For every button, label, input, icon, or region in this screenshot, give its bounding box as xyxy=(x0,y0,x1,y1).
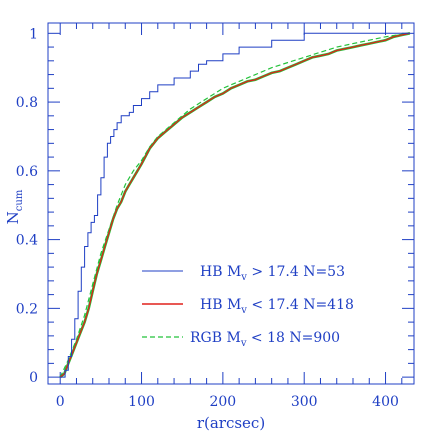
legend: HB Mv > 17.4 N=53 HB Mv < 17.4 N=418 RGB M… xyxy=(142,264,354,349)
svg-text:Ncum: Ncum xyxy=(4,189,25,224)
plot-lines xyxy=(59,32,411,379)
legend-label: HB Mv < 17.4 N=418 xyxy=(200,297,354,316)
y-tick-label: 1 xyxy=(29,26,38,42)
axis-ticks xyxy=(48,23,414,384)
x-tick-label: 0 xyxy=(56,394,65,410)
y-axis-label-main: N xyxy=(4,211,22,224)
y-tick-label: 0.2 xyxy=(16,301,38,317)
legend-label: RGB Mv < 18 N=900 xyxy=(190,330,340,349)
y-axis-label: Ncum xyxy=(4,189,25,224)
y-tick-label: 0.6 xyxy=(16,164,38,180)
y-axis-label-sub: cum xyxy=(14,189,25,211)
x-axis-label: r(arcsec) xyxy=(197,414,265,432)
series-line-hb-faint-underlay xyxy=(59,32,411,379)
series-line-hb-faint xyxy=(59,32,411,378)
series-line-rgb xyxy=(59,32,410,378)
legend-label: HB Mv > 17.4 N=53 xyxy=(200,264,345,283)
x-tick-label: 200 xyxy=(209,394,236,410)
plot-frame xyxy=(47,22,415,385)
x-tick-label: 400 xyxy=(372,394,399,410)
y-tick-label: 0 xyxy=(29,370,38,386)
tick-labels: 0 100 200 300 400 0 0.2 0.4 0.6 0.8 1 xyxy=(16,26,399,410)
x-tick-label: 100 xyxy=(128,394,155,410)
y-tick-label: 0.8 xyxy=(16,95,38,111)
x-tick-label: 300 xyxy=(291,394,318,410)
y-tick-label: 0.4 xyxy=(16,233,38,249)
series-line-hb-bright xyxy=(60,32,410,378)
